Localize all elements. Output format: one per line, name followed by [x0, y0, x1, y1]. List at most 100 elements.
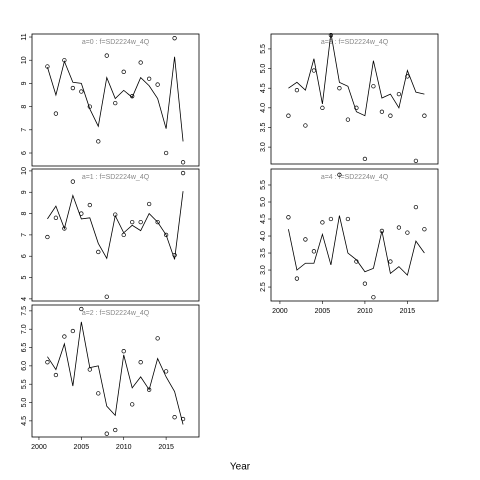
data-point: [396, 225, 402, 230]
x-tick-label: 2015: [400, 308, 416, 315]
data-point: [379, 109, 385, 114]
data-point: [87, 104, 92, 109]
panel-title: a=2 : f=SD2224w_4Q: [82, 310, 150, 317]
y-tick-label: 9: [21, 190, 28, 194]
panel-title: a=1 : f=SD2224w_4Q: [82, 174, 150, 181]
data-point: [354, 259, 359, 264]
data-point: [138, 360, 143, 365]
y-tick-label: 5.5: [260, 180, 267, 190]
y-tick-label: 8: [21, 212, 28, 216]
y-tick-label: 11: [21, 33, 28, 40]
data-point: [413, 158, 419, 164]
data-point: [163, 232, 169, 238]
y-tick-label: 4.0: [260, 231, 267, 241]
y-tick-label: 6.0: [21, 361, 28, 371]
data-point: [286, 113, 291, 118]
x-tick-label: 2010: [116, 444, 132, 451]
data-point: [104, 294, 109, 299]
data-point: [180, 416, 186, 422]
data-point: [328, 216, 334, 222]
y-tick-label: 3.5: [260, 248, 267, 258]
data-point: [113, 427, 118, 433]
data-point: [130, 94, 135, 99]
y-tick-label: 5.0: [260, 197, 267, 207]
data-point: [121, 69, 126, 74]
data-point: [371, 295, 376, 300]
data-point: [172, 36, 177, 41]
y-tick-label: 7.0: [21, 324, 28, 334]
data-point: [172, 253, 177, 258]
data-point: [163, 150, 169, 156]
panel-frame: [31, 304, 200, 438]
data-point: [79, 306, 84, 312]
data-point: [87, 367, 92, 372]
data-point: [294, 276, 300, 281]
data-point: [328, 33, 334, 38]
series-line: [47, 321, 184, 425]
y-tick-label: 4.5: [260, 83, 267, 93]
data-point: [303, 123, 308, 128]
y-tick-label: 5.5: [260, 44, 267, 54]
data-point: [79, 211, 84, 216]
panel-frame: [270, 33, 439, 165]
data-point: [45, 64, 50, 69]
data-point: [53, 215, 59, 220]
data-point: [113, 212, 118, 217]
data-point: [405, 230, 410, 235]
data-point: [311, 249, 317, 254]
y-tick-label: 6: [21, 254, 28, 258]
x-tick-label: 2000: [31, 444, 47, 451]
data-point: [104, 431, 109, 436]
data-point: [62, 334, 67, 339]
data-point: [121, 349, 126, 354]
data-point: [286, 215, 291, 220]
y-tick-label: 3.0: [260, 142, 267, 152]
data-point: [320, 105, 325, 110]
y-tick-label: 4.0: [260, 103, 267, 113]
y-tick-label: 5.0: [260, 64, 267, 74]
data-point: [294, 88, 300, 93]
data-point: [96, 391, 101, 396]
data-point: [70, 328, 76, 334]
data-point: [70, 179, 76, 184]
data-point: [147, 387, 152, 392]
data-point: [155, 336, 160, 341]
data-point: [405, 74, 410, 79]
y-tick-label: 2.5: [260, 282, 267, 292]
data-point: [87, 202, 92, 208]
data-point: [45, 360, 50, 365]
data-point: [379, 228, 385, 234]
data-point: [138, 60, 143, 65]
panel-frame: [270, 168, 439, 302]
x-tick-label: 2000: [272, 308, 288, 315]
y-tick-label: 7.5: [21, 306, 28, 316]
data-point: [121, 232, 126, 238]
y-tick-label: 5.5: [21, 379, 28, 389]
data-point: [113, 100, 118, 106]
series-line: [288, 33, 425, 117]
series-line: [47, 191, 184, 260]
data-point: [337, 86, 342, 91]
data-point: [130, 402, 135, 407]
y-tick-label: 4: [21, 297, 28, 301]
data-point: [320, 220, 325, 225]
data-point: [104, 53, 109, 58]
y-tick-label: 9: [21, 81, 28, 85]
y-tick-label: 3.5: [260, 123, 267, 133]
y-tick-label: 5.0: [21, 398, 28, 408]
data-point: [147, 201, 152, 207]
data-point: [354, 105, 359, 110]
data-point: [345, 216, 351, 222]
data-point: [79, 89, 84, 94]
data-point: [311, 68, 317, 73]
x-tick-label: 2005: [315, 308, 331, 315]
panel-frame: [31, 33, 200, 167]
series-line: [47, 56, 184, 142]
data-point: [388, 113, 393, 118]
y-tick-label: 6.5: [21, 343, 28, 353]
data-point: [53, 111, 59, 116]
panel-title: a=3 : f=SD2224w_4Q: [321, 39, 389, 46]
data-point: [138, 219, 143, 225]
